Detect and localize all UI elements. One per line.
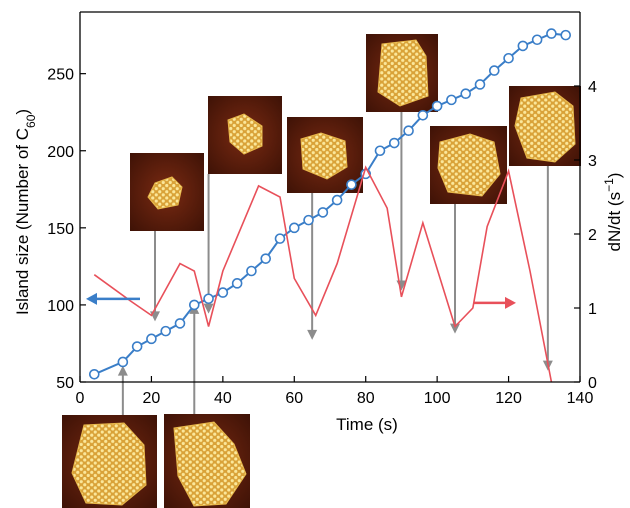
x-tick-label: 0 — [76, 390, 85, 407]
x-tick-label: 80 — [357, 390, 375, 407]
plot-frame — [79, 11, 581, 383]
island-size-point — [531, 34, 543, 46]
stm-island-shape — [514, 91, 576, 163]
connector-arrowhead — [450, 323, 460, 334]
island-size-point — [131, 341, 143, 352]
island-size-point — [217, 287, 229, 298]
island-size-point — [146, 333, 157, 345]
y-left-tick-label: 200 — [47, 144, 74, 161]
island-size-point — [331, 194, 343, 206]
island-size-point — [474, 79, 486, 90]
connector-arrowhead — [307, 329, 318, 340]
island-size-point — [88, 368, 100, 380]
connector-arrowhead — [117, 365, 128, 376]
series-growth-rate-line — [93, 165, 553, 383]
stm-inset-image — [430, 126, 507, 204]
stm-island-shape — [377, 39, 429, 107]
island-size-point — [403, 125, 414, 137]
island-size-point — [446, 94, 457, 106]
stm-inset-image — [509, 86, 581, 166]
x-tick-label: 140 — [567, 390, 594, 407]
island-size-point — [303, 214, 314, 226]
stm-inset-image — [208, 96, 282, 174]
right-axis-arrowhead — [505, 296, 516, 309]
stm-insets — [62, 34, 581, 508]
island-size-point — [431, 100, 443, 112]
stm-inset-image — [164, 414, 250, 508]
y-axis-left-title: Island size (Number of C60) — [13, 109, 38, 315]
stm-inset-image — [287, 117, 363, 193]
series-group — [88, 28, 572, 383]
island-size-point — [374, 145, 386, 157]
island-size-point — [503, 52, 514, 64]
x-tick-label: 60 — [285, 390, 303, 407]
y-left-tick-label: 250 — [47, 67, 74, 84]
island-size-point — [160, 325, 172, 337]
y-left-tick-label: 50 — [56, 375, 74, 392]
y-right-tick-label: 0 — [588, 375, 597, 392]
stm-inset-image — [62, 415, 157, 508]
island-size-point — [203, 293, 214, 305]
y-left-tick-label: 150 — [47, 221, 74, 238]
island-size-point — [488, 65, 500, 76]
y-axis-right-title: dN/dt (s−1) — [602, 173, 624, 252]
x-tick-label: 100 — [424, 390, 451, 407]
annotations — [86, 292, 516, 309]
ticks: 0 20 40 60 80 100 120 140 50 100 150 200 250 0 1 2 3 4 — [47, 67, 597, 407]
stm-island-shape — [437, 133, 501, 197]
island-size-point — [317, 207, 329, 218]
y-right-tick-label: 3 — [588, 153, 597, 170]
connector-arrowhead — [203, 303, 214, 314]
island-size-point — [546, 28, 557, 39]
x-tick-label: 40 — [214, 390, 232, 407]
stm-island-shape — [300, 132, 348, 180]
x-tick-label: 120 — [495, 390, 522, 407]
stm-inset-image — [366, 34, 438, 112]
x-axis-title: Time (s) — [336, 415, 398, 434]
stm-island-shape — [227, 113, 263, 155]
y-left-tick-label: 100 — [47, 298, 74, 315]
island-size-point — [246, 265, 257, 277]
island-size-point — [388, 137, 400, 149]
island-size-point — [560, 29, 572, 41]
island-size-point — [288, 222, 300, 234]
y-right-tick-label: 1 — [588, 301, 597, 318]
island-size-point — [460, 88, 472, 100]
island-size-point — [231, 278, 243, 289]
y-right-tick-label: 4 — [588, 79, 597, 96]
x-tick-label: 20 — [143, 390, 161, 407]
island-size-point — [188, 299, 200, 311]
stm-island-shape — [147, 176, 183, 210]
y-right-tick-label: 2 — [588, 227, 597, 244]
island-size-point — [346, 179, 357, 190]
left-axis-arrowhead — [86, 292, 97, 305]
island-size-point — [117, 356, 129, 368]
island-size-point — [517, 40, 529, 52]
stm-island-shape — [173, 421, 247, 507]
island-size-point — [260, 253, 272, 264]
stm-island-shape — [71, 422, 147, 506]
island-size-point — [417, 109, 429, 121]
island-size-point — [174, 318, 186, 329]
stm-inset-image — [130, 153, 204, 231]
island-size-point — [274, 233, 286, 244]
